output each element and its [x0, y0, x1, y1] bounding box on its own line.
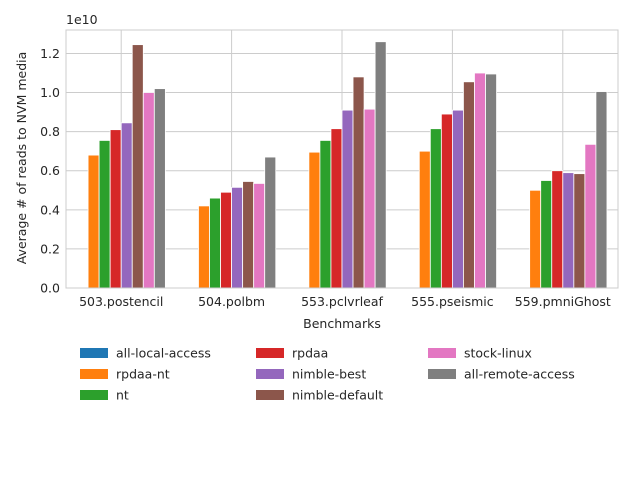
legend-swatch: [80, 369, 108, 379]
bar-stock-linux: [474, 72, 486, 289]
bar-nt: [319, 140, 332, 289]
bar-nimble-best: [451, 109, 464, 289]
y-tick-label: 0.4: [40, 202, 60, 217]
x-tick-label: 504.polbm: [198, 294, 265, 309]
bar-nt: [98, 140, 111, 289]
y-scale-label: 1e10: [66, 12, 98, 27]
y-tick-label: 0.0: [40, 281, 60, 296]
y-tick-label: 1.2: [40, 46, 60, 61]
legend-label: rpdaa-nt: [116, 367, 170, 382]
bar-all-remote-access: [485, 73, 497, 289]
legend: all-local-access rpdaa-nt nt rpdaa nimble-be…: [80, 346, 575, 403]
bar-rpdaa-nt: [198, 205, 210, 289]
legend-label: nt: [116, 388, 129, 403]
bar-all-remote-access: [374, 41, 387, 289]
bar-nimble-best: [562, 172, 575, 289]
bar-all-remote-access: [264, 156, 277, 289]
legend-swatch: [428, 348, 456, 358]
bar-rpdaa-nt: [529, 189, 542, 289]
bar-nimble-best: [341, 109, 354, 289]
y-tick-label: 0.8: [40, 124, 60, 139]
bar-nt: [540, 180, 553, 289]
y-tick-label: 0.6: [40, 163, 60, 178]
bar-stock-linux: [363, 108, 376, 289]
legend-label: all-remote-access: [464, 367, 575, 382]
legend-swatch: [256, 369, 284, 379]
legend-swatch: [80, 390, 108, 400]
bar-nimble-best: [231, 186, 244, 289]
bar-rpdaa: [109, 129, 122, 289]
bars: [87, 41, 608, 289]
bar-nimble-default: [573, 173, 586, 289]
bar-nimble-default: [131, 44, 144, 289]
bar-stock-linux: [253, 183, 266, 289]
bar-rpdaa: [440, 113, 453, 289]
x-tick-label: 553.pclvrleaf: [301, 294, 383, 309]
legend-swatch: [256, 390, 284, 400]
legend-label: rpdaa: [292, 346, 328, 361]
y-tick-label: 0.2: [40, 241, 60, 256]
bar-nimble-default: [463, 81, 475, 289]
y-axis-label: Average # of reads to NVM media: [14, 52, 29, 265]
bar-stock-linux: [142, 92, 155, 289]
bar-nimble-default: [242, 181, 255, 289]
plot-frame: [65, 29, 619, 289]
legend-label: all-local-access: [116, 346, 211, 361]
legend-swatch: [256, 348, 284, 358]
bar-rpdaa: [330, 128, 343, 289]
legend-swatch: [428, 369, 456, 379]
bar-rpdaa-nt: [87, 154, 100, 289]
bar-rpdaa: [220, 191, 232, 289]
legend-label: stock-linux: [464, 346, 532, 361]
axes: 0.0 0.2 0.4 0.6 0.8 1.0 1.2 503.postencil 504.po…: [40, 29, 619, 309]
x-tick-label: 559.pmniGhost: [515, 294, 611, 309]
bar-rpdaa-nt: [308, 151, 321, 289]
bar-nt: [209, 197, 221, 289]
bar-stock-linux: [584, 143, 597, 289]
bar-rpdaa: [551, 170, 564, 289]
bar-rpdaa-nt: [418, 150, 431, 289]
x-tick-label: 555.pseismic: [411, 294, 494, 309]
bar-nt: [429, 128, 442, 289]
x-tick-label: 503.postencil: [79, 294, 163, 309]
legend-label: nimble-default: [292, 388, 383, 403]
legend-label: nimble-best: [292, 367, 366, 382]
bar-all-remote-access: [595, 91, 608, 289]
bar-nimble-best: [120, 122, 133, 289]
bar-all-remote-access: [153, 88, 166, 289]
legend-swatch: [80, 348, 108, 358]
bar-nimble-default: [352, 76, 365, 289]
y-tick-label: 1.0: [40, 85, 60, 100]
x-axis-label: Benchmarks: [303, 316, 381, 331]
